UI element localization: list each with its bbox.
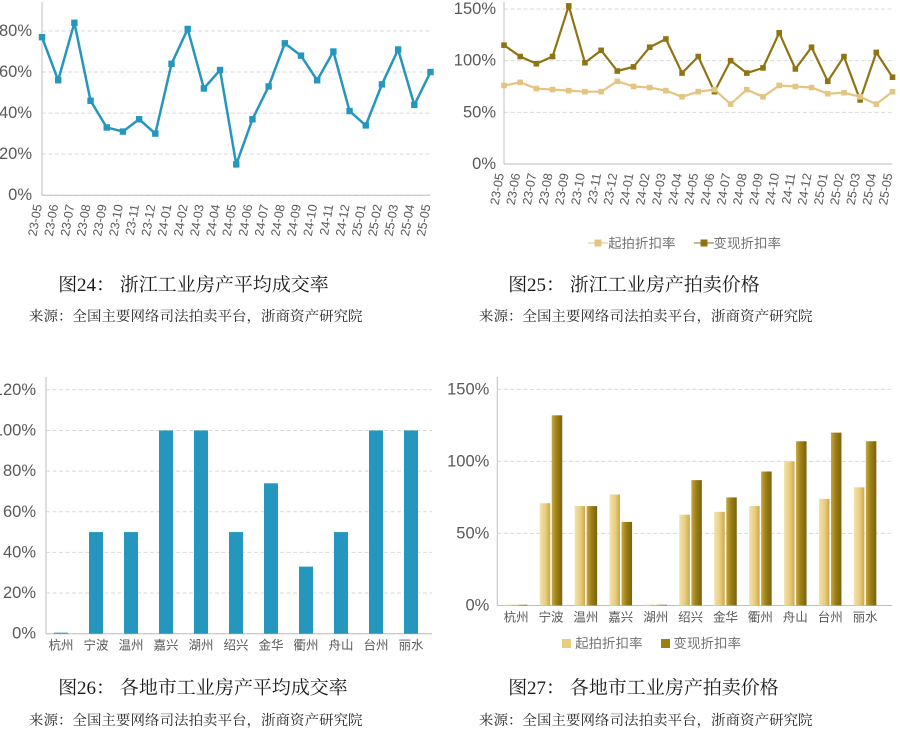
svg-text:60%: 60% <box>0 63 32 81</box>
svg-text:衢州: 衢州 <box>748 610 773 624</box>
svg-text:40%: 40% <box>0 104 32 122</box>
svg-text:50%: 50% <box>456 524 489 542</box>
svg-text:0%: 0% <box>465 596 489 614</box>
svg-text:25-05: 25-05 <box>414 203 433 237</box>
svg-text:0%: 0% <box>12 625 36 643</box>
svg-text:宁波: 宁波 <box>538 609 564 624</box>
svg-text:0%: 0% <box>472 155 496 173</box>
svg-text:50%: 50% <box>463 103 496 121</box>
svg-text:温州: 温州 <box>573 610 598 624</box>
svg-text:舟山: 舟山 <box>328 639 353 653</box>
svg-text:20%: 20% <box>3 584 36 602</box>
svg-text:杭州: 杭州 <box>48 638 73 653</box>
svg-text:丽水: 丽水 <box>853 610 879 624</box>
svg-text:湖州: 湖州 <box>188 638 213 653</box>
svg-text:20%: 20% <box>0 145 32 163</box>
svg-text:嘉兴: 嘉兴 <box>153 639 178 653</box>
svg-text:台州: 台州 <box>363 638 388 653</box>
svg-text:宁波: 宁波 <box>83 638 109 653</box>
svg-text:100%: 100% <box>454 52 497 70</box>
svg-text:温州: 温州 <box>118 639 143 653</box>
svg-text:60%: 60% <box>3 503 36 521</box>
svg-text:杭州: 杭州 <box>504 609 529 624</box>
svg-text:舟山: 舟山 <box>783 610 808 624</box>
svg-text:丽水: 丽水 <box>398 639 424 653</box>
svg-text:40%: 40% <box>3 543 36 561</box>
svg-text:绍兴: 绍兴 <box>678 610 703 624</box>
svg-text:25-05: 25-05 <box>876 172 895 206</box>
svg-text:绍兴: 绍兴 <box>223 639 248 653</box>
svg-text:120%: 120% <box>0 381 36 399</box>
svg-text:0%: 0% <box>8 186 32 204</box>
svg-text:150%: 150% <box>447 380 490 398</box>
svg-text:嘉兴: 嘉兴 <box>608 610 633 624</box>
svg-text:80%: 80% <box>3 462 36 480</box>
svg-text:金华: 金华 <box>713 609 738 624</box>
svg-text:100%: 100% <box>0 421 36 439</box>
svg-text:150%: 150% <box>454 0 497 18</box>
svg-text:100%: 100% <box>447 452 490 470</box>
svg-text:金华: 金华 <box>258 638 283 653</box>
svg-text:衢州: 衢州 <box>293 639 318 653</box>
svg-text:湖州: 湖州 <box>643 609 668 624</box>
svg-text:台州: 台州 <box>818 609 843 624</box>
svg-text:80%: 80% <box>0 22 32 40</box>
